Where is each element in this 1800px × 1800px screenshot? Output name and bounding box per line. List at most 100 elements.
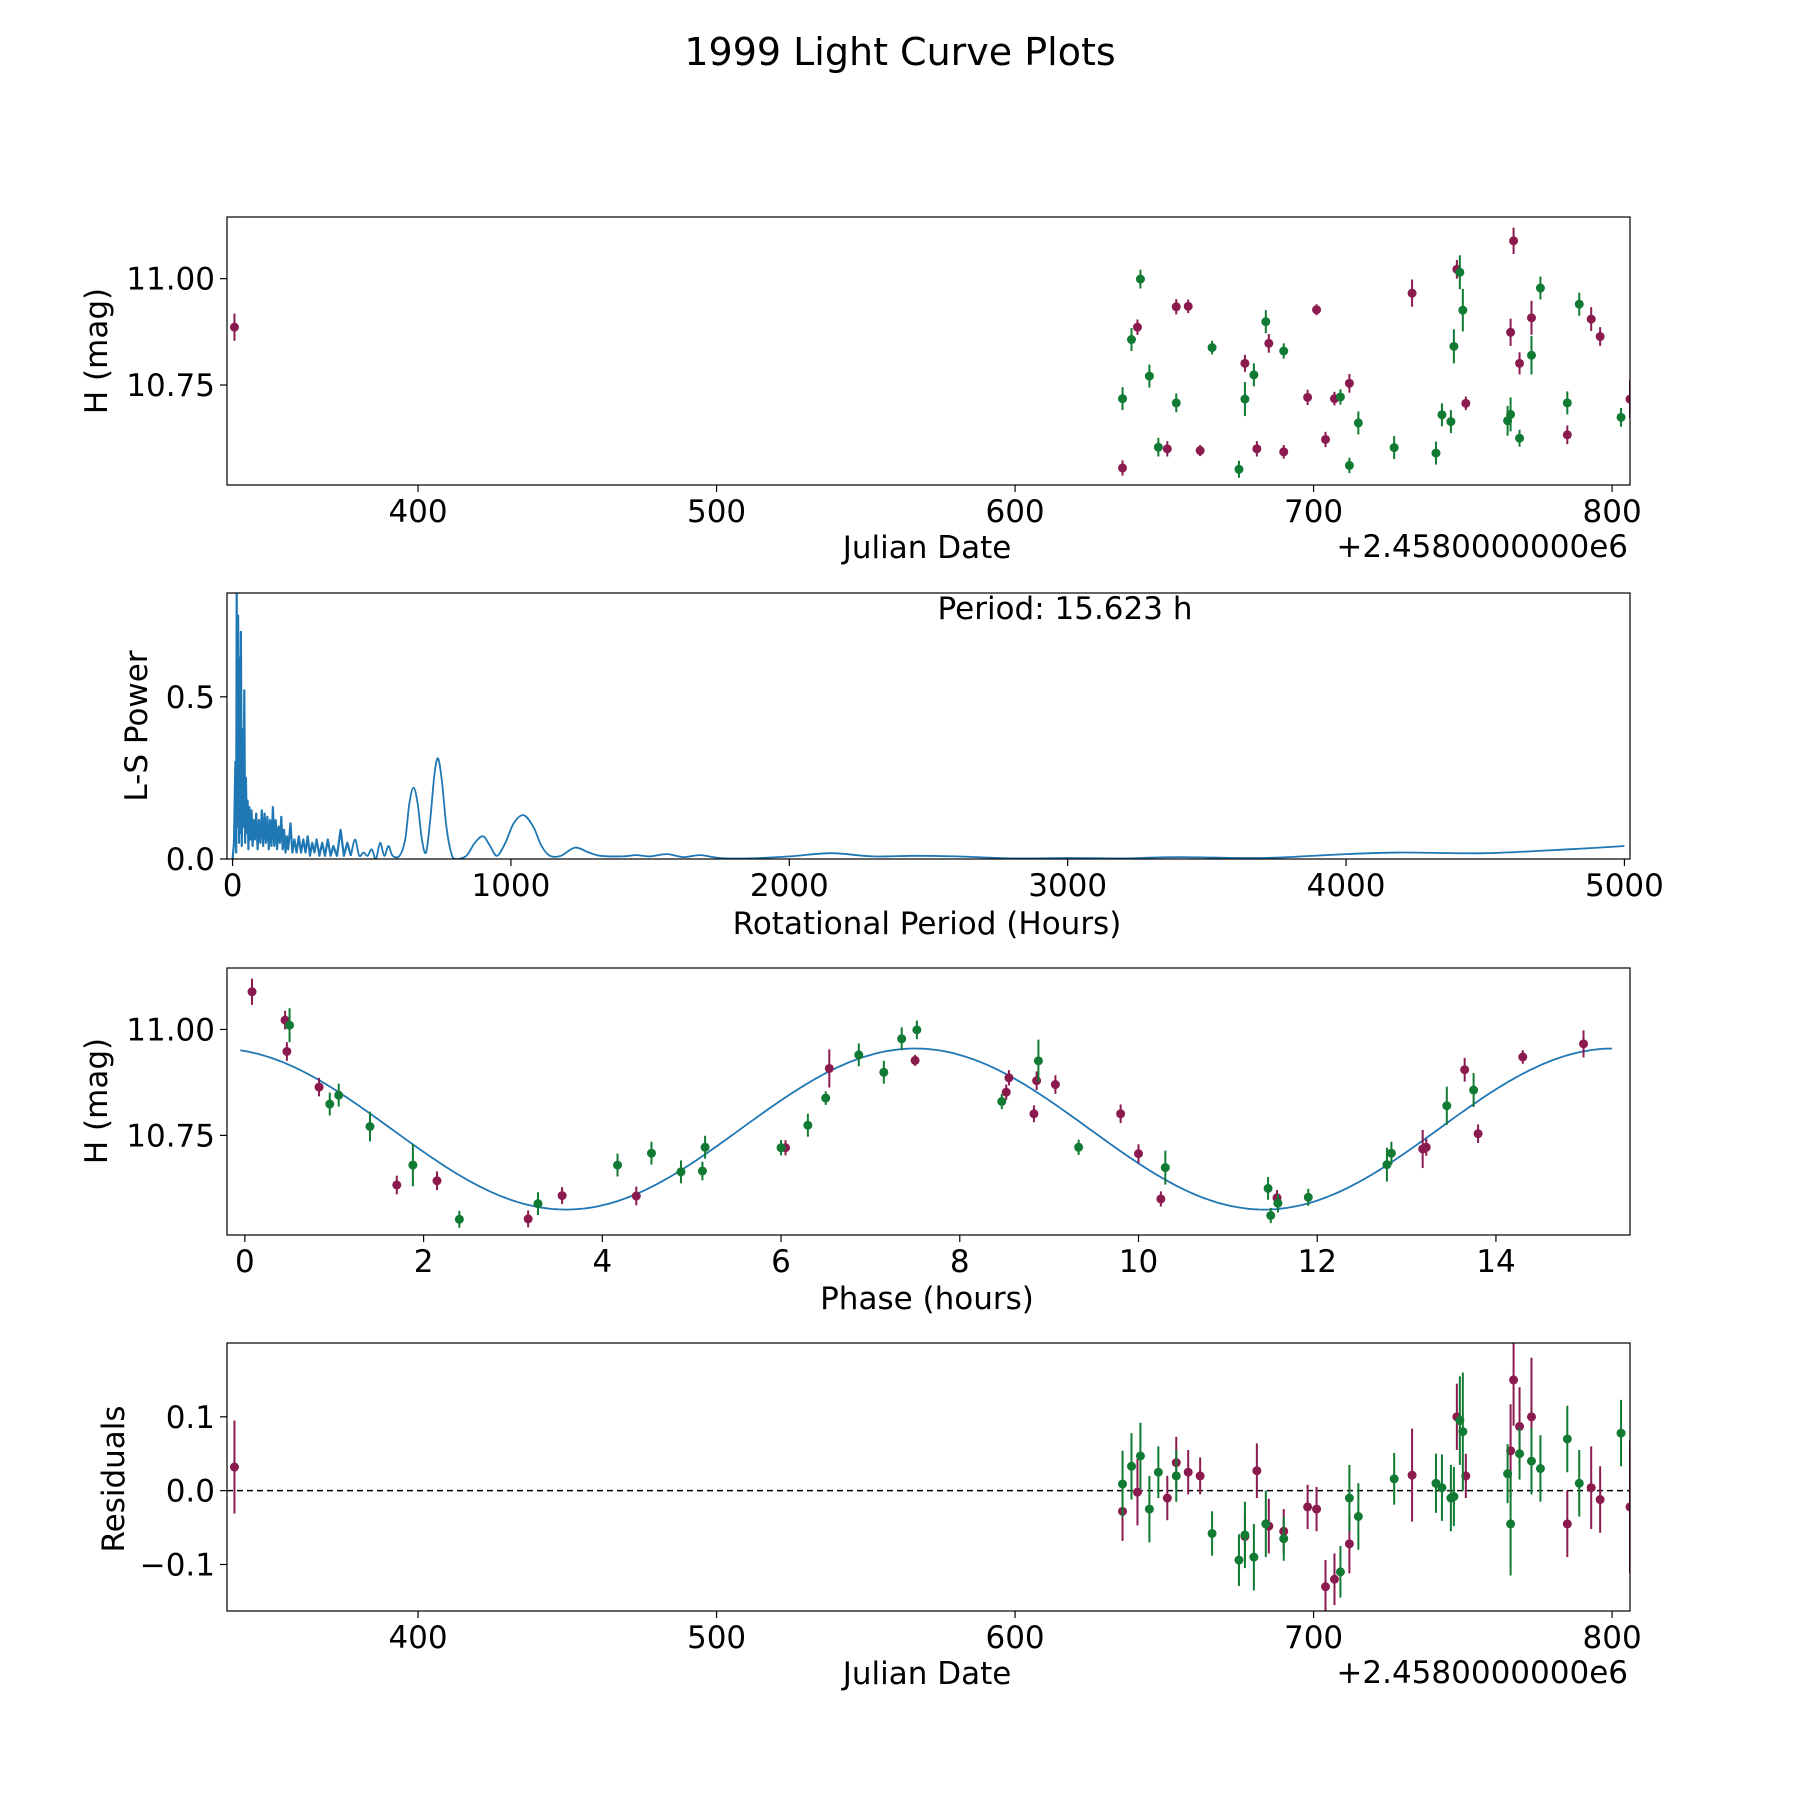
data-point-green: [1431, 1453, 1441, 1513]
data-point-green: [408, 1143, 418, 1187]
y-tick-label: 10.75: [126, 368, 215, 404]
data-point-green: [1335, 1546, 1345, 1598]
data-point-magenta: [1162, 1475, 1172, 1521]
residuals-xlabel: Julian Date: [841, 1656, 1012, 1692]
data-point-magenta: [1321, 1560, 1331, 1611]
data-point-green: [1171, 393, 1181, 413]
periodogram-xlabel: Rotational Period (Hours): [733, 906, 1122, 942]
phase-ylabel: H (mag): [79, 1038, 115, 1164]
x-tick-label: 12: [1298, 1244, 1337, 1280]
data-point-green: [1144, 364, 1154, 388]
data-point-green: [1389, 436, 1399, 460]
data-point-green: [1261, 310, 1271, 334]
residuals-offset-text: +2.4580000000e6: [1336, 1655, 1628, 1691]
data-point-green: [700, 1135, 710, 1159]
x-tick-label: 4000: [1307, 868, 1386, 904]
data-point-magenta: [1029, 1105, 1039, 1123]
data-point-magenta: [1586, 1446, 1596, 1530]
data-point-green: [1279, 1516, 1289, 1561]
data-point-green: [1234, 1534, 1244, 1586]
data-point-green: [1234, 460, 1244, 478]
data-point-green: [1240, 382, 1250, 417]
data-point-green: [1437, 403, 1447, 427]
data-point-magenta: [824, 1049, 834, 1088]
x-tick-label: 400: [388, 494, 447, 530]
y-tick-label: 0.1: [166, 1400, 215, 1436]
data-point-green: [1616, 408, 1626, 427]
data-point-magenta: [1506, 318, 1516, 346]
data-point-green: [365, 1111, 375, 1142]
data-point-magenta: [1312, 1486, 1322, 1532]
data-point-green: [533, 1192, 543, 1216]
lightcurve-ylabel: H (mag): [79, 288, 115, 414]
data-point-green: [1515, 1427, 1525, 1480]
x-tick-label: 4: [592, 1244, 612, 1280]
data-point-magenta: [229, 313, 239, 341]
data-point-magenta: [1562, 1490, 1572, 1558]
y-tick-label: 0.0: [166, 842, 215, 878]
data-point-magenta: [1252, 441, 1262, 457]
data-point-magenta: [1195, 1457, 1205, 1495]
data-point-magenta: [392, 1175, 402, 1195]
data-point-magenta: [1240, 354, 1250, 372]
sinusoid-fit-curve: [240, 1047, 1613, 1211]
data-point-green: [646, 1141, 656, 1165]
x-tick-label: 14: [1476, 1244, 1515, 1280]
figure-title: 1999 Light Curve Plots: [684, 30, 1115, 74]
data-point-green: [1506, 1472, 1516, 1576]
data-point-magenta: [229, 1420, 239, 1514]
data-point-magenta: [247, 978, 257, 1005]
data-point-green: [997, 1093, 1007, 1110]
y-tick-label: 0.0: [166, 1474, 215, 1510]
data-point-green: [1126, 1433, 1136, 1500]
data-point-magenta: [1162, 441, 1172, 457]
data-point-magenta: [1264, 333, 1274, 353]
data-point-green: [1506, 397, 1516, 432]
lightcurve-xlabel: Julian Date: [841, 530, 1012, 566]
data-point-magenta: [282, 1042, 292, 1061]
data-point-green: [1535, 276, 1545, 300]
data-point-green: [1353, 1483, 1363, 1550]
data-point-green: [879, 1060, 889, 1084]
data-point-green: [1207, 1511, 1217, 1556]
data-point-green: [1386, 1141, 1396, 1165]
data-point-magenta: [1329, 1553, 1339, 1606]
data-point-green: [1135, 269, 1145, 289]
x-tick-label: 700: [1284, 1620, 1343, 1656]
data-point-magenta: [1595, 327, 1605, 346]
phase-xlabel: Phase (hours): [820, 1281, 1034, 1317]
data-point-green: [1526, 336, 1536, 375]
data-point-green: [776, 1140, 786, 1156]
data-point-magenta: [1461, 396, 1471, 411]
x-tick-label: 800: [1583, 494, 1642, 530]
data-point-green: [325, 1092, 335, 1116]
data-point-magenta: [1312, 304, 1322, 316]
data-point-green: [897, 1027, 907, 1051]
x-tick-label: 2000: [750, 868, 829, 904]
x-tick-label: 6: [771, 1244, 791, 1280]
data-point-green: [1160, 1150, 1170, 1185]
residuals-ylabel: Residuals: [96, 1405, 132, 1552]
data-point-magenta: [910, 1054, 920, 1066]
data-point-green: [1449, 1467, 1459, 1527]
data-point-magenta: [1183, 1450, 1193, 1495]
data-point-magenta: [1134, 1144, 1144, 1163]
data-point-green: [1389, 1453, 1399, 1505]
data-point-green: [1616, 1399, 1626, 1467]
lightcurve-panel: 400 500 600 700 800 10.75 11.00 H (mag) Julian…: [79, 216, 1642, 566]
y-tick-label: 11.00: [126, 1012, 215, 1048]
data-point-magenta: [1132, 1458, 1142, 1526]
data-point-magenta: [1562, 425, 1572, 445]
data-point-green: [1249, 1523, 1259, 1591]
lightcurve-offset-text: +2.4580000000e6: [1336, 529, 1628, 565]
y-tick-label: −0.1: [140, 1547, 215, 1583]
residuals-panel: 400 500 600 700 800 −0.1 0.0 0.1 Residuals Juli…: [96, 1342, 1642, 1692]
data-point-magenta: [1515, 352, 1525, 375]
phase-axes-frame: [226, 967, 1631, 1236]
x-tick-label: 800: [1583, 1620, 1642, 1656]
data-point-magenta: [1595, 1466, 1605, 1533]
data-point-green: [1135, 1422, 1145, 1490]
data-point-green: [1458, 1372, 1468, 1491]
data-point-magenta: [1132, 319, 1142, 335]
